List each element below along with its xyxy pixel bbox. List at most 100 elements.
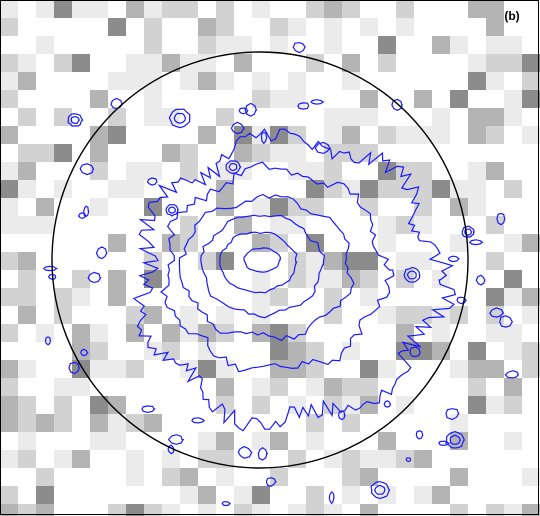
pixel [396, 396, 414, 414]
pixel [324, 126, 342, 144]
pixel [216, 0, 234, 18]
pixel [324, 162, 342, 180]
pixel [90, 432, 108, 450]
pixel [108, 108, 126, 126]
pixel [234, 144, 252, 162]
pixel [36, 36, 54, 54]
contour [222, 502, 230, 506]
pixel [324, 288, 342, 306]
pixel [450, 360, 468, 378]
contour [192, 418, 204, 423]
pixel [252, 306, 270, 324]
pixel [360, 378, 378, 396]
pixel [324, 252, 342, 270]
pixel [486, 162, 504, 180]
pixel [198, 360, 216, 378]
pixel [180, 0, 198, 18]
pixel [18, 144, 36, 162]
pixel [342, 468, 360, 486]
contour [111, 98, 122, 108]
pixel [396, 126, 414, 144]
pixel [414, 486, 432, 504]
contour [168, 207, 175, 213]
contour [505, 371, 518, 378]
pixel [468, 0, 486, 18]
pixel [324, 270, 342, 288]
pixel [270, 360, 288, 378]
pixel [432, 108, 450, 126]
pixel [360, 90, 378, 108]
pixel [216, 180, 234, 198]
pixel [252, 486, 270, 504]
pixel [342, 486, 360, 504]
pixel [36, 414, 54, 432]
pixel [0, 198, 18, 216]
pixel [90, 90, 108, 108]
pixel [522, 126, 540, 144]
pixel [36, 486, 54, 504]
pixel [126, 72, 144, 90]
pixel [144, 414, 162, 432]
pixel [162, 108, 180, 126]
pixel [360, 18, 378, 36]
pixel [288, 18, 306, 36]
pixel [198, 432, 216, 450]
pixel [468, 342, 486, 360]
pixel [90, 198, 108, 216]
pixel [486, 0, 504, 18]
pixel [72, 450, 90, 468]
pixel [360, 360, 378, 378]
pixel [0, 180, 18, 198]
pixel [396, 306, 414, 324]
pixel [378, 306, 396, 324]
pixel [216, 360, 234, 378]
pixel [90, 342, 108, 360]
contour [44, 266, 57, 270]
pixel [144, 0, 162, 18]
pixel [216, 306, 234, 324]
contour [97, 247, 107, 259]
pixel [414, 252, 432, 270]
contour [449, 256, 459, 261]
pixel [378, 450, 396, 468]
pixel [54, 144, 72, 162]
pixel [504, 270, 522, 288]
pixel [36, 216, 54, 234]
pixel [306, 432, 324, 450]
pixel [396, 18, 414, 36]
pixel [288, 342, 306, 360]
pixel [306, 198, 324, 216]
pixel [108, 270, 126, 288]
pixel [180, 72, 198, 90]
pixel [324, 0, 342, 18]
pixel [0, 216, 18, 234]
pixel [180, 234, 198, 252]
contour [439, 441, 449, 445]
pixel [90, 324, 108, 342]
pixel [0, 162, 18, 180]
pixel [252, 72, 270, 90]
pixel [18, 306, 36, 324]
pixel [360, 288, 378, 306]
pixel [216, 72, 234, 90]
contour [384, 401, 390, 407]
pixel [18, 108, 36, 126]
pixel [144, 108, 162, 126]
pixel [504, 54, 522, 72]
pixel [288, 162, 306, 180]
pixel [432, 180, 450, 198]
pixel [270, 378, 288, 396]
pixel [252, 198, 270, 216]
pixel [486, 360, 504, 378]
pixel [378, 36, 396, 54]
pixel [270, 90, 288, 108]
pixel [486, 252, 504, 270]
pixel [216, 198, 234, 216]
pixel [18, 432, 36, 450]
pixel [360, 252, 378, 270]
pixel [180, 486, 198, 504]
pixel [288, 72, 306, 90]
pixel [288, 144, 306, 162]
pixel [216, 468, 234, 486]
contour [311, 100, 323, 104]
